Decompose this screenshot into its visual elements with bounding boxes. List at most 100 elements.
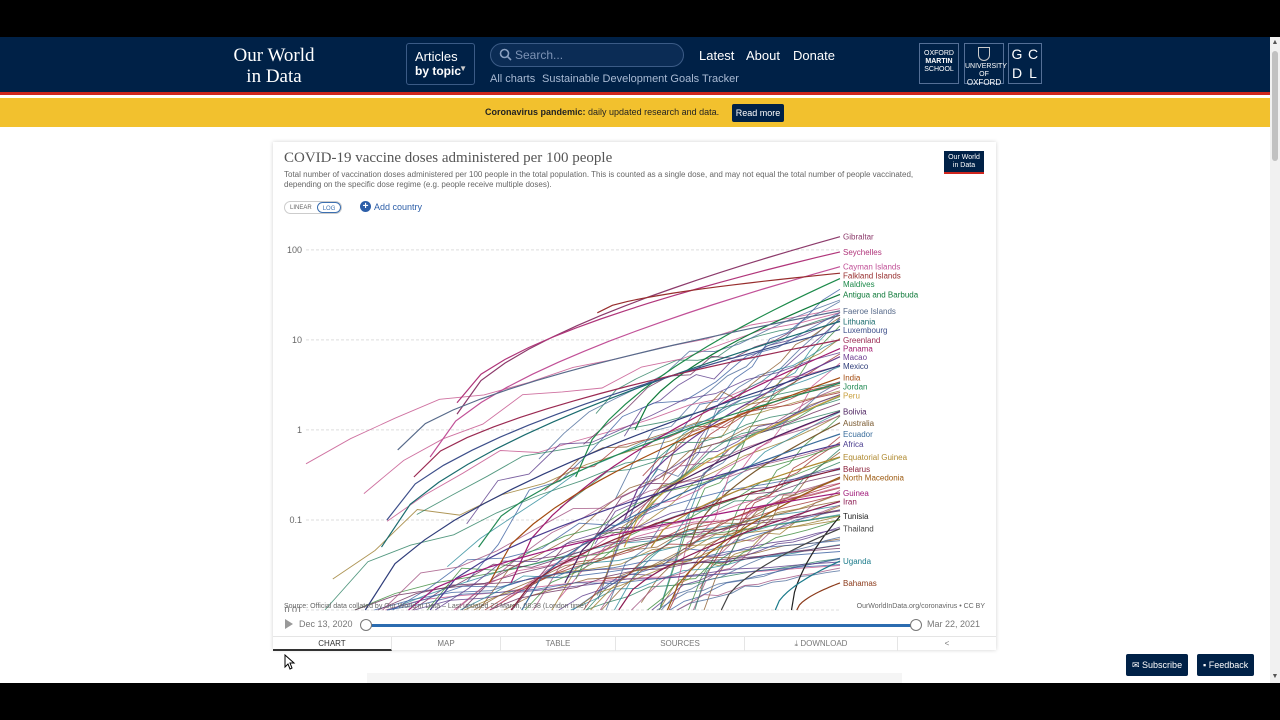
tab-table[interactable]: TABLE	[501, 637, 616, 651]
series-label: North Macedonia	[843, 473, 904, 482]
tab-download[interactable]: ⤓ DOWNLOAD	[745, 637, 898, 651]
series-line	[381, 320, 841, 548]
site-header: Our World in Data Articles by topic ▼ La…	[0, 37, 1270, 95]
background-series-line	[453, 482, 841, 611]
linear-scale-option[interactable]: LINEAR	[290, 205, 312, 211]
banner-body: daily updated research and data.	[585, 107, 720, 117]
log-scale-option[interactable]: LOG	[316, 202, 342, 213]
chevron-down-icon: ▼	[459, 64, 467, 73]
mail-icon: ✉	[1132, 660, 1143, 670]
download-label: DOWNLOAD	[800, 639, 848, 648]
background-series-line	[489, 544, 841, 611]
series-line	[397, 310, 841, 451]
add-country-button[interactable]: + Add country	[360, 201, 422, 212]
coronavirus-banner: Coronavirus pandemic: daily updated rese…	[0, 98, 1270, 127]
oxford-martin-school-logo[interactable]: OXFORD MARTIN SCHOOL	[919, 43, 959, 84]
slider-start-date: Dec 13, 2020	[299, 619, 353, 629]
timeline-end-handle[interactable]	[910, 619, 922, 631]
background-series-line	[538, 299, 841, 460]
series-label: Equatorial Guinea	[843, 453, 908, 462]
background-series-line	[590, 493, 841, 611]
series-label: Bahamas	[843, 579, 877, 588]
series-line	[623, 356, 841, 521]
series-line	[386, 329, 841, 521]
y-tick-label: 0.1	[289, 515, 302, 525]
background-series-line	[694, 448, 841, 611]
series-label: Africa	[843, 440, 864, 449]
background-series-line	[597, 318, 841, 600]
partner-text: OXFORD	[966, 78, 1002, 87]
background-series-line	[385, 564, 841, 611]
background-series-line	[614, 411, 841, 611]
series-label: Guinea	[843, 489, 869, 498]
series-line	[408, 492, 841, 611]
series-line	[720, 528, 841, 611]
series-line	[478, 382, 841, 548]
vertical-scrollbar[interactable]: ▲ ▼	[1270, 37, 1280, 683]
search-input[interactable]	[515, 47, 675, 63]
timeline-start-handle[interactable]	[360, 619, 372, 631]
background-series-line	[484, 494, 841, 611]
series-label: Macao	[843, 353, 868, 362]
chart-tabs: CHART MAP TABLE SOURCES ⤓ DOWNLOAD <	[273, 636, 996, 651]
scale-toggle[interactable]: LINEAR LOG	[284, 201, 343, 214]
read-more-button[interactable]: Read more	[732, 104, 784, 122]
page-viewport[interactable]: Our World in Data Articles by topic ▼ La…	[0, 37, 1270, 683]
scroll-down-icon[interactable]: ▼	[1271, 673, 1279, 680]
series-line	[790, 515, 841, 611]
feedback-button[interactable]: ▪ Feedback	[1197, 654, 1255, 676]
crest-icon	[978, 47, 990, 61]
owid-logo[interactable]: Our World in Data	[228, 45, 320, 87]
tab-map[interactable]: MAP	[392, 637, 501, 651]
search-box[interactable]	[490, 43, 684, 67]
chart-subtitle: Total number of vaccination doses admini…	[284, 170, 914, 189]
series-line	[575, 278, 841, 478]
university-of-oxford-logo[interactable]: UNIVERSITY OF OXFORD	[964, 43, 1007, 87]
series-label: Tunisia	[843, 512, 869, 521]
banner-text: Coronavirus pandemic: daily updated rese…	[485, 107, 719, 117]
all-charts-link[interactable]: All charts	[490, 73, 536, 85]
chart-plot[interactable]: 0.010.1110100Dec 13, 2020Dec 26, 2020Jan…	[273, 142, 996, 612]
series-line	[488, 377, 841, 584]
series-line	[364, 364, 841, 611]
chart-license[interactable]: OurWorldInData.org/coronavirus • CC BY	[856, 603, 985, 610]
series-line	[429, 266, 841, 458]
subscribe-button[interactable]: ✉ Subscribe	[1126, 654, 1189, 676]
add-country-label: Add country	[374, 201, 423, 212]
series-label: Mexico	[843, 362, 869, 371]
series-label: Cayman Islands	[843, 263, 900, 272]
background-series-line	[660, 536, 841, 611]
series-label: Luxembourg	[843, 326, 887, 335]
tab-sources[interactable]: SOURCES	[616, 637, 745, 651]
tab-share[interactable]: <	[898, 637, 996, 651]
sdg-tracker-link[interactable]: Sustainable Development Goals Tracker	[542, 73, 739, 85]
download-icon: ⤓	[794, 639, 801, 648]
series-label: Jordan	[843, 382, 867, 391]
nav-latest[interactable]: Latest	[699, 48, 735, 63]
timeline-slider-track[interactable]	[366, 624, 916, 627]
background-series-line	[387, 540, 841, 611]
owid-badge[interactable]: Our World in Data	[944, 151, 984, 174]
series-line	[413, 339, 841, 478]
series-line	[510, 348, 841, 584]
series-line	[618, 501, 841, 611]
background-series-line	[576, 515, 841, 608]
nav-about[interactable]: About	[746, 48, 780, 63]
nav-donate[interactable]: Donate	[793, 48, 835, 63]
badge-line-1: Our World	[948, 154, 980, 161]
series-label: Peru	[843, 392, 860, 401]
scroll-up-icon[interactable]: ▲	[1271, 39, 1279, 46]
y-tick-label: 1	[297, 425, 302, 435]
play-icon[interactable]	[284, 618, 294, 630]
series-label: Seychelles	[843, 248, 882, 257]
gcdl-logo[interactable]: G C D L	[1008, 43, 1042, 84]
series-label: Maldives	[843, 280, 875, 289]
feedback-label: Feedback	[1208, 660, 1249, 670]
partner-text: SCHOOL	[924, 66, 954, 73]
series-line	[650, 456, 841, 548]
scrollbar-thumb[interactable]	[1272, 51, 1278, 161]
by-topic-label: by topic	[415, 64, 462, 78]
gcdl-letter: G	[1011, 46, 1023, 62]
tab-chart[interactable]: CHART	[273, 637, 392, 651]
articles-by-topic-button[interactable]: Articles by topic ▼	[406, 43, 475, 85]
